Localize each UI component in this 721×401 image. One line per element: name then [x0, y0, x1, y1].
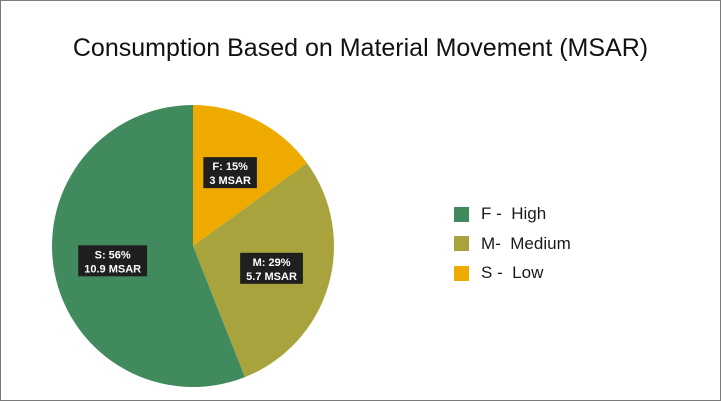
legend-label: M- Medium [481, 233, 571, 253]
pie-slice-s [52, 105, 245, 387]
data-label-value: 5.7 MSAR [246, 271, 297, 283]
legend: F - High M- Medium S - Low [454, 204, 571, 293]
data-label-percent: M: 29% [253, 257, 291, 269]
data-label-background [203, 157, 257, 189]
data-label-percent: S: 56% [95, 249, 131, 261]
legend-swatch [454, 265, 469, 281]
data-label-m: M: 29% 5.7 MSAR [240, 252, 303, 284]
legend-label: F - High [481, 204, 547, 223]
legend-swatch [454, 206, 469, 222]
data-label-value: 3 MSAR [209, 175, 251, 187]
data-label-background [240, 252, 303, 284]
legend-item: F - High [454, 204, 571, 224]
legend-item: M- Medium [454, 234, 571, 254]
legend-label: S - Low [481, 263, 544, 282]
data-label-f: F: 15% 3 MSAR [203, 157, 257, 189]
data-label-percent: F: 15% [212, 161, 248, 173]
legend-item: S - Low [454, 263, 571, 283]
data-label-value: 10.9 MSAR [84, 263, 141, 275]
chart-title: Consumption Based on Material Movement (… [72, 34, 649, 62]
legend-swatch [454, 236, 469, 251]
data-label-s: S: 56% 10.9 MSAR [78, 245, 148, 277]
data-label-background [78, 245, 148, 277]
